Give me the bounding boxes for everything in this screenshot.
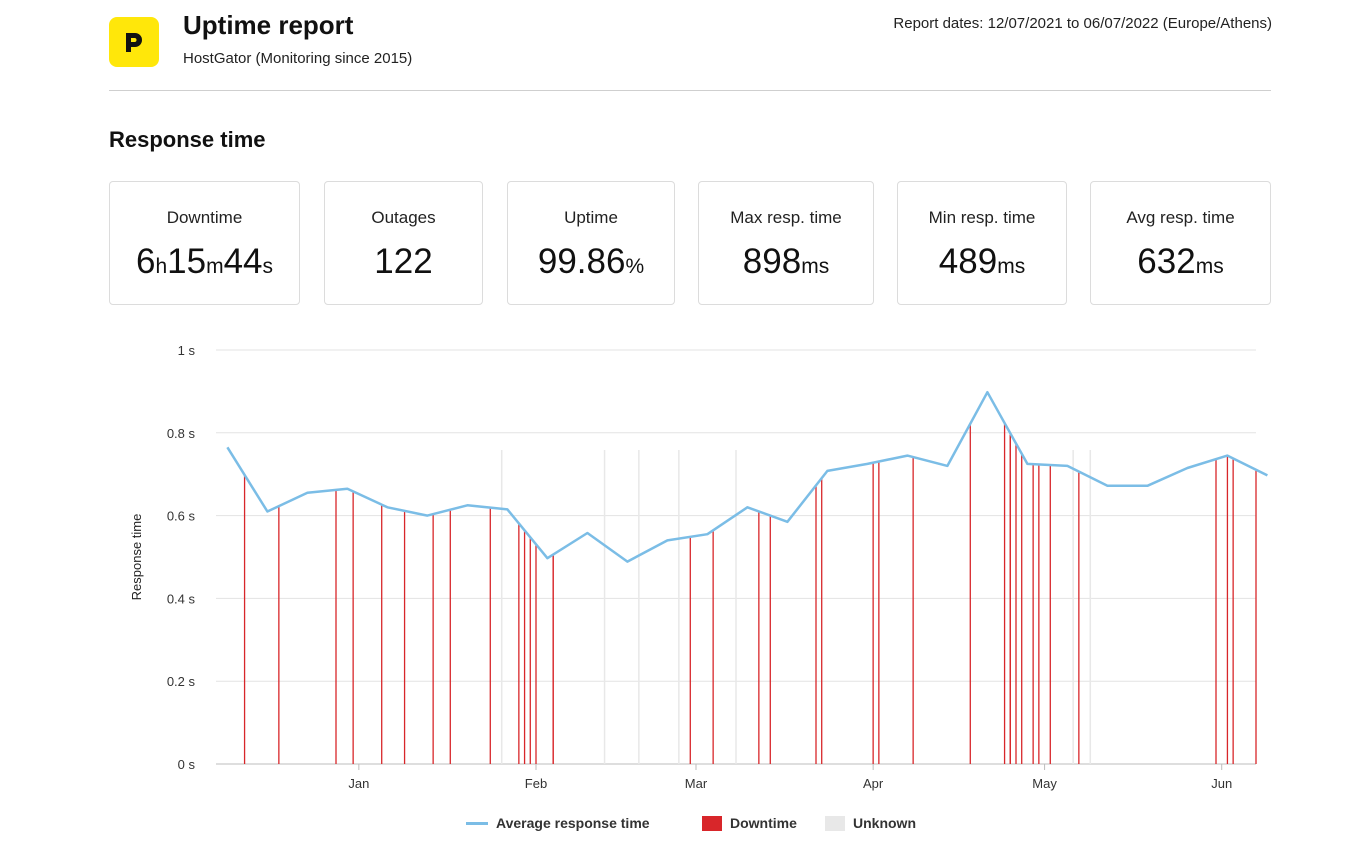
stat-label: Max resp. time <box>730 208 842 227</box>
y-tick-label: 0.2 s <box>167 674 196 689</box>
stat-card-downtime: Downtime 6h15m44s <box>109 181 300 305</box>
stat-label: Outages <box>371 208 436 227</box>
x-tick-label: Apr <box>863 776 884 791</box>
legend-label: Average response time <box>496 815 650 831</box>
y-tick-label: 0.4 s <box>167 591 196 606</box>
header-divider <box>109 90 1271 91</box>
y-tick-label: 0.8 s <box>167 426 196 441</box>
stat-value: 632ms <box>1137 242 1224 281</box>
x-tick-label: May <box>1032 776 1057 791</box>
y-tick-label: 1 s <box>178 343 196 358</box>
stat-label: Downtime <box>166 208 243 227</box>
legend-item-average[interactable]: Average response time <box>466 815 650 831</box>
monitor-subtitle: HostGator (Monitoring since 2015) <box>183 50 413 67</box>
y-tick-label: 0 s <box>178 757 196 772</box>
stat-value: 6h15m44s <box>135 242 274 281</box>
legend-item-downtime[interactable]: Downtime <box>702 815 797 831</box>
stat-label: Min resp. time <box>928 208 1036 227</box>
stat-value: 489ms <box>938 242 1026 281</box>
x-tick-label: Jan <box>348 776 369 791</box>
stat-card-uptime: Uptime 99.86% <box>507 181 675 305</box>
stat-label: Avg resp. time <box>1126 208 1235 227</box>
stat-card-outages: Outages 122 <box>324 181 483 305</box>
p-logo-glyph <box>126 33 142 52</box>
stat-label: Uptime <box>564 208 618 227</box>
legend-box-swatch <box>825 815 845 831</box>
report-dates: Report dates: 12/07/2021 to 06/07/2022 (… <box>893 15 1272 32</box>
stat-card-max-resp: Max resp. time 898ms <box>698 181 874 305</box>
x-tick-label: Feb <box>525 776 547 791</box>
legend-line-swatch <box>466 821 488 825</box>
legend-label: Downtime <box>730 815 797 831</box>
y-axis-title: Response time <box>129 514 144 601</box>
stat-value: 122 <box>374 242 433 281</box>
legend-box-swatch <box>702 815 722 831</box>
stat-card-min-resp: Min resp. time 489ms <box>897 181 1067 305</box>
y-tick-label: 0.6 s <box>167 509 196 524</box>
x-tick-label: Jun <box>1211 776 1232 791</box>
section-title: Response time <box>109 127 266 152</box>
legend-item-unknown[interactable]: Unknown <box>825 815 916 831</box>
stat-card-avg-resp: Avg resp. time 632ms <box>1090 181 1271 305</box>
x-tick-label: Mar <box>685 776 708 791</box>
average-response-line <box>226 390 1268 563</box>
page-title: Uptime report <box>183 10 354 40</box>
legend-label: Unknown <box>853 815 916 831</box>
p-logo-icon <box>109 17 159 67</box>
stat-value: 898ms <box>742 242 830 281</box>
stat-value: 99.86% <box>537 242 645 281</box>
